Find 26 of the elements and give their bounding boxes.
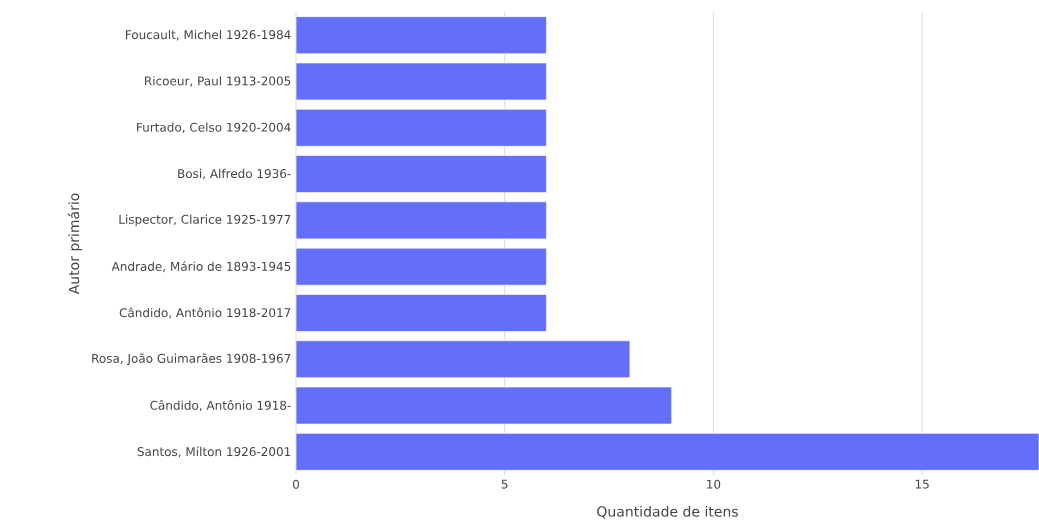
bar xyxy=(295,201,547,240)
bar xyxy=(295,247,547,286)
bar xyxy=(295,108,547,147)
y-tick-label: Lispector, Clarice 1925-1977 xyxy=(119,214,291,227)
y-tick-label: Rosa, João Guimarães 1908-1967 xyxy=(92,353,291,366)
bar xyxy=(295,433,1039,471)
x-tick-label: 15 xyxy=(915,479,929,489)
x-axis-title: Quantidade de itens xyxy=(597,505,738,519)
y-tick-label: Ricoeur, Paul 1913-2005 xyxy=(145,76,291,87)
y-tick-label: Andrade, Mário de 1893-1945 xyxy=(111,261,291,273)
bar xyxy=(295,155,547,193)
bar xyxy=(295,340,631,379)
y-tick-label: Bosi, Alfredo 1936- xyxy=(178,168,291,180)
bar xyxy=(295,294,547,332)
y-tick-label: Cândido, Antônio 1918-2017 xyxy=(119,307,291,319)
bar xyxy=(295,16,547,55)
bar xyxy=(295,62,547,101)
x-tick-label: 10 xyxy=(707,479,721,489)
y-axis-title: Autor primário xyxy=(67,193,82,295)
y-tick-label: Santos, Mílton 1926-2001 xyxy=(137,446,291,458)
x-tick-label: 0 xyxy=(292,479,300,489)
y-tick-label: Furtado, Celso 1920-2004 xyxy=(137,122,291,134)
y-tick-label: Cândido, Antônio 1918- xyxy=(150,400,291,412)
y-tick-label: Foucault, Michel 1926-1984 xyxy=(125,29,291,41)
bar xyxy=(295,386,673,425)
x-tick-label: 5 xyxy=(501,479,508,489)
